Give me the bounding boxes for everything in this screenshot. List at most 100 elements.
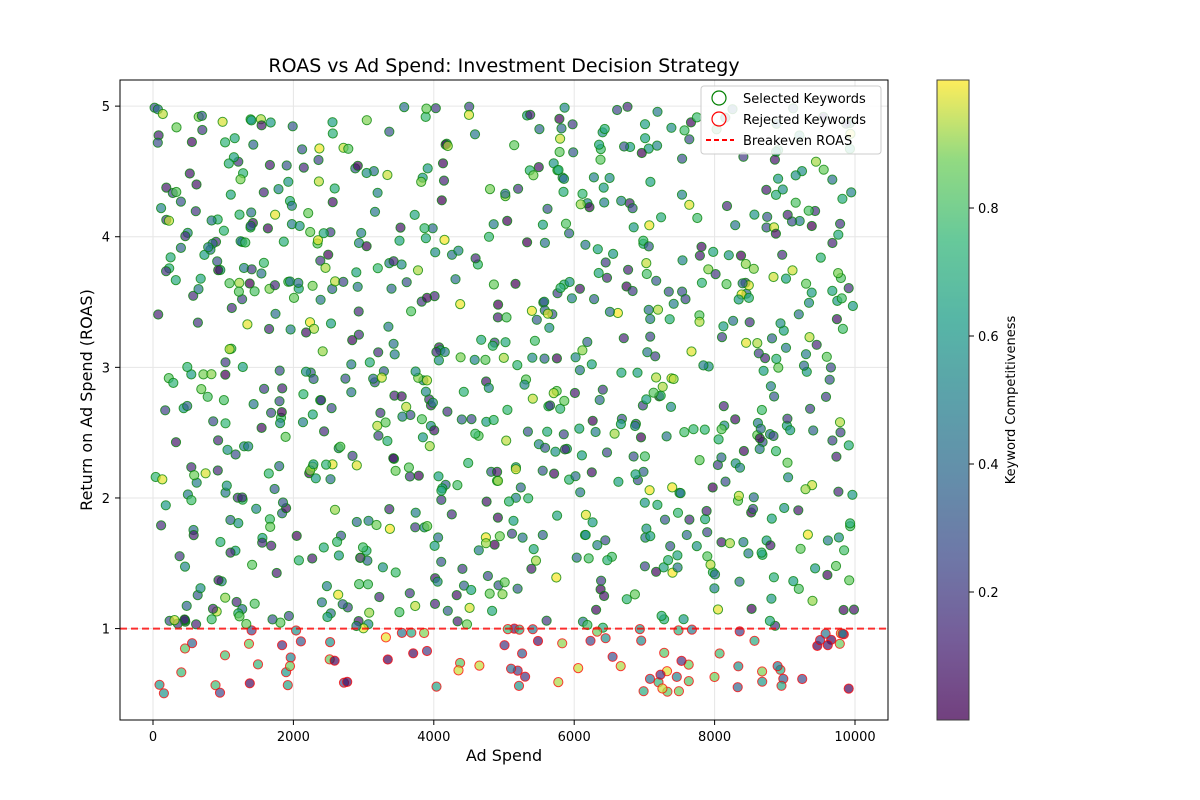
- selected-keyword-point: [740, 258, 751, 270]
- selected-keyword-point: [175, 196, 186, 207]
- selected-keyword-point: [679, 125, 690, 136]
- selected-keyword-point: [371, 519, 382, 531]
- rejected-keyword-point: [499, 640, 510, 651]
- selected-keyword-point: [596, 575, 607, 586]
- selected-keyword-point: [645, 176, 656, 187]
- selected-keyword-point: [231, 596, 242, 608]
- selected-keyword-point: [401, 401, 412, 412]
- selected-keyword-point: [657, 381, 668, 392]
- selected-keyword-point: [152, 137, 163, 148]
- selected-keyword-point: [319, 426, 330, 437]
- selected-keyword-point: [681, 529, 692, 541]
- selected-keyword-point: [390, 567, 401, 578]
- selected-keyword-point: [470, 253, 481, 264]
- selected-keyword-point: [332, 536, 343, 548]
- rejected-keyword-point: [506, 663, 517, 674]
- selected-keyword-point: [545, 400, 556, 411]
- selected-keyword-point: [357, 542, 369, 553]
- selected-keyword-point: [616, 367, 627, 378]
- selected-keyword-point: [354, 579, 365, 590]
- selected-keyword-point: [433, 355, 444, 366]
- selected-keyword-point: [293, 555, 304, 566]
- selected-keyword-point: [550, 446, 561, 457]
- selected-keyword-point: [265, 117, 276, 128]
- rejected-keyword-point: [214, 687, 226, 698]
- selected-keyword-point: [153, 309, 164, 320]
- selected-keyword-point: [773, 362, 784, 373]
- selected-keyword-point: [515, 482, 526, 493]
- selected-keyword-point: [568, 147, 579, 158]
- selected-keyword-point: [230, 449, 241, 460]
- selected-keyword-point: [502, 404, 513, 415]
- selected-keyword-point: [277, 497, 289, 508]
- selected-keyword-point: [827, 285, 838, 296]
- selected-keyword-point: [827, 174, 838, 185]
- selected-keyword-point: [256, 268, 267, 279]
- selected-keyword-point: [848, 604, 860, 615]
- selected-keyword-point: [569, 387, 581, 399]
- selected-keyword-point: [570, 471, 581, 482]
- selected-keyword-point: [593, 267, 604, 279]
- selected-keyword-point: [805, 403, 816, 414]
- selected-keyword-point: [192, 317, 203, 328]
- selected-keyword-point: [327, 197, 338, 208]
- selected-keyword-point: [200, 468, 211, 479]
- selected-keyword-point: [461, 619, 473, 630]
- selected-keyword-point: [678, 614, 689, 625]
- selected-keyword-point: [694, 250, 706, 261]
- selected-keyword-point: [609, 428, 620, 439]
- selected-keyword-point: [735, 250, 747, 261]
- selected-keyword-point: [320, 262, 331, 273]
- legend: Selected Keywords Rejected Keywords Brea…: [700, 85, 882, 155]
- selected-keyword-point: [639, 561, 651, 572]
- selected-keyword-point: [436, 195, 447, 206]
- selected-keyword-point: [686, 346, 697, 357]
- selected-keyword-point: [628, 451, 639, 462]
- selected-keyword-point: [594, 394, 605, 406]
- selected-keyword-point: [463, 109, 475, 121]
- rejected-keyword-point: [431, 681, 442, 692]
- selected-keyword-point: [179, 561, 191, 572]
- selected-keyword-point: [595, 154, 606, 165]
- selected-keyword-point: [575, 199, 586, 210]
- selected-keyword-point: [274, 461, 285, 472]
- selected-keyword-point: [643, 241, 654, 252]
- selected-keyword-point: [592, 540, 603, 551]
- selected-keyword-point: [470, 428, 481, 439]
- selected-keyword-point: [771, 353, 782, 364]
- selected-keyword-point: [766, 593, 777, 604]
- selected-keyword-point: [580, 239, 591, 250]
- selected-keyword-point: [753, 348, 764, 359]
- selected-keyword-point: [450, 274, 461, 285]
- selected-keyword-point: [257, 537, 268, 548]
- selected-keyword-point: [469, 354, 480, 365]
- selected-keyword-point: [639, 119, 651, 130]
- selected-keyword-point: [188, 290, 199, 301]
- selected-keyword-point: [416, 176, 427, 187]
- selected-keyword-point: [225, 547, 236, 558]
- selected-keyword-point: [503, 496, 515, 507]
- selected-keyword-point: [269, 483, 280, 495]
- selected-keyword-point: [436, 494, 447, 505]
- selected-keyword-point: [300, 366, 312, 377]
- rejected-keyword-point: [585, 635, 596, 646]
- selected-keyword-point: [220, 137, 231, 148]
- selected-keyword-point: [684, 199, 695, 210]
- rejected-keyword-point: [219, 650, 231, 661]
- selected-keyword-point: [430, 247, 441, 258]
- selected-keyword-point: [202, 391, 213, 402]
- selected-keyword-point: [527, 393, 538, 404]
- selected-keyword-point: [463, 457, 474, 469]
- selected-keyword-point: [389, 349, 400, 360]
- selected-keyword-point: [281, 160, 292, 171]
- selected-keyword-point: [677, 255, 688, 266]
- selected-keyword-point: [421, 103, 432, 114]
- selected-keyword-point: [529, 335, 541, 346]
- plot-frame: [119, 79, 889, 721]
- selected-keyword-point: [513, 183, 524, 194]
- selected-keyword-point: [555, 403, 566, 414]
- rejected-keyword-point: [683, 676, 694, 687]
- selected-keyword-point: [527, 352, 538, 363]
- selected-keyword-point: [484, 184, 496, 195]
- selected-keyword-point: [433, 532, 444, 543]
